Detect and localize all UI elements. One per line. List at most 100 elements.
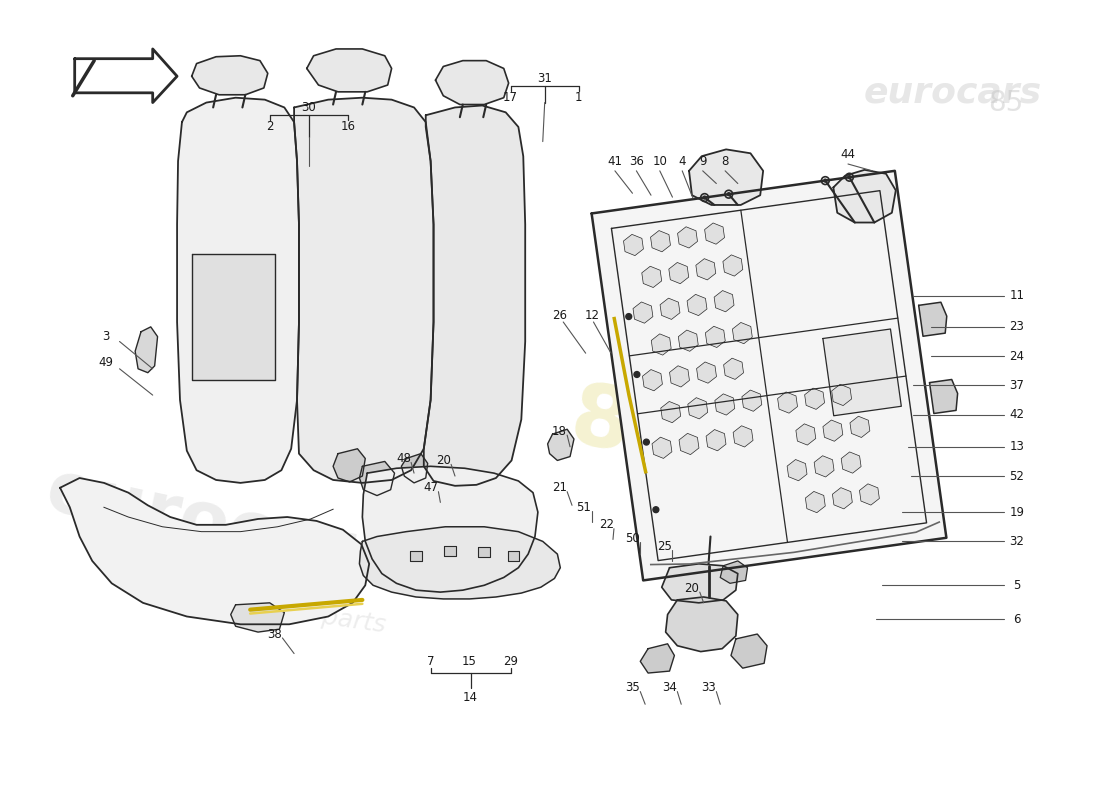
Text: 6: 6: [1013, 613, 1021, 626]
Circle shape: [824, 179, 827, 182]
Polygon shape: [733, 426, 754, 447]
Polygon shape: [705, 326, 725, 347]
Polygon shape: [720, 561, 748, 583]
Text: 50: 50: [625, 532, 640, 545]
Polygon shape: [624, 234, 644, 256]
Text: 24: 24: [1009, 350, 1024, 362]
Polygon shape: [410, 551, 421, 561]
Polygon shape: [732, 634, 767, 668]
Polygon shape: [741, 390, 762, 411]
Text: 34: 34: [662, 681, 676, 694]
Polygon shape: [548, 430, 574, 461]
Text: 11: 11: [1009, 289, 1024, 302]
Text: eurocars: eurocars: [864, 76, 1042, 110]
Text: 25: 25: [657, 540, 672, 553]
Polygon shape: [714, 290, 734, 312]
Polygon shape: [231, 603, 284, 632]
Circle shape: [634, 371, 640, 378]
Text: 33: 33: [701, 681, 716, 694]
Text: 85: 85: [988, 89, 1024, 117]
Polygon shape: [842, 452, 861, 473]
Text: 85: 85: [564, 378, 696, 481]
Polygon shape: [733, 322, 752, 344]
Polygon shape: [436, 61, 508, 105]
Circle shape: [644, 439, 649, 445]
Polygon shape: [723, 255, 743, 276]
Text: a passion for parts: a passion for parts: [153, 582, 387, 638]
Polygon shape: [402, 454, 428, 483]
Text: 51: 51: [576, 501, 591, 514]
Polygon shape: [706, 430, 726, 451]
Polygon shape: [360, 462, 395, 495]
Text: 36: 36: [629, 154, 644, 167]
Polygon shape: [478, 547, 491, 557]
Polygon shape: [930, 379, 958, 414]
Circle shape: [653, 506, 659, 513]
Polygon shape: [669, 262, 689, 284]
Text: 47: 47: [424, 482, 438, 494]
Text: 35: 35: [625, 681, 640, 694]
Polygon shape: [632, 302, 653, 323]
Text: 31: 31: [537, 72, 552, 85]
Text: 2: 2: [266, 121, 274, 134]
Polygon shape: [823, 420, 843, 442]
Polygon shape: [640, 644, 674, 673]
Polygon shape: [814, 456, 834, 477]
Polygon shape: [918, 302, 947, 336]
Polygon shape: [832, 384, 851, 406]
Polygon shape: [662, 564, 738, 603]
Text: 23: 23: [1010, 320, 1024, 334]
Text: 26: 26: [552, 309, 567, 322]
Polygon shape: [294, 98, 433, 483]
Text: 32: 32: [1010, 535, 1024, 548]
Polygon shape: [833, 488, 853, 509]
Polygon shape: [679, 434, 699, 454]
Text: 12: 12: [585, 309, 600, 322]
Text: 48: 48: [396, 452, 410, 465]
Text: 41: 41: [607, 154, 623, 167]
Polygon shape: [424, 106, 525, 486]
Polygon shape: [177, 98, 299, 483]
Text: 17: 17: [503, 91, 518, 104]
Polygon shape: [696, 258, 716, 280]
Polygon shape: [715, 394, 735, 415]
Text: eurocars: eurocars: [40, 456, 403, 598]
Polygon shape: [360, 526, 560, 599]
Polygon shape: [724, 358, 744, 379]
Text: 7: 7: [427, 655, 434, 668]
Text: 22: 22: [598, 518, 614, 531]
Polygon shape: [788, 459, 807, 481]
Text: 20: 20: [684, 582, 700, 594]
Polygon shape: [191, 254, 275, 381]
Text: 42: 42: [1009, 408, 1024, 421]
Text: 44: 44: [840, 148, 856, 161]
Polygon shape: [805, 388, 825, 410]
Text: 19: 19: [1009, 506, 1024, 518]
Text: 21: 21: [552, 482, 567, 494]
Text: 3: 3: [102, 330, 110, 343]
Text: 37: 37: [1010, 379, 1024, 392]
Text: 10: 10: [652, 154, 668, 167]
Circle shape: [703, 196, 706, 199]
Circle shape: [727, 193, 730, 196]
Polygon shape: [333, 449, 365, 482]
Polygon shape: [135, 327, 157, 373]
Polygon shape: [592, 171, 946, 581]
Polygon shape: [660, 298, 680, 319]
Polygon shape: [679, 330, 699, 351]
Text: 52: 52: [1010, 470, 1024, 482]
Polygon shape: [859, 484, 879, 505]
Polygon shape: [678, 226, 697, 248]
Polygon shape: [696, 362, 716, 383]
Polygon shape: [661, 402, 681, 422]
Polygon shape: [834, 170, 895, 222]
Text: 4: 4: [679, 154, 686, 167]
Polygon shape: [642, 370, 662, 391]
Text: 15: 15: [461, 655, 476, 668]
Polygon shape: [307, 49, 392, 92]
Text: 5: 5: [1013, 578, 1021, 592]
Polygon shape: [650, 230, 670, 252]
Text: 13: 13: [1010, 440, 1024, 454]
Polygon shape: [60, 478, 370, 624]
Circle shape: [848, 176, 851, 178]
